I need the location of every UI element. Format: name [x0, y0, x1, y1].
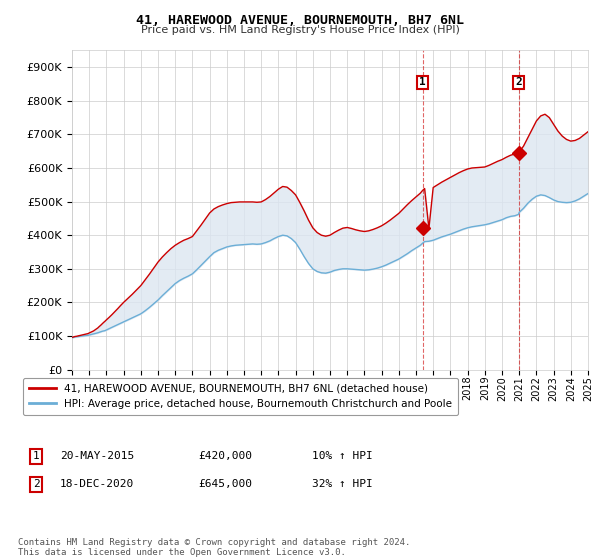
Text: Price paid vs. HM Land Registry's House Price Index (HPI): Price paid vs. HM Land Registry's House …	[140, 25, 460, 35]
Text: 18-DEC-2020: 18-DEC-2020	[60, 479, 134, 489]
Text: £645,000: £645,000	[198, 479, 252, 489]
Text: 2: 2	[32, 479, 40, 489]
Text: 2: 2	[515, 77, 522, 87]
Text: Contains HM Land Registry data © Crown copyright and database right 2024.
This d: Contains HM Land Registry data © Crown c…	[18, 538, 410, 557]
Text: 1: 1	[419, 77, 426, 87]
Legend: 41, HAREWOOD AVENUE, BOURNEMOUTH, BH7 6NL (detached house), HPI: Average price, : 41, HAREWOOD AVENUE, BOURNEMOUTH, BH7 6N…	[23, 377, 458, 416]
Text: 20-MAY-2015: 20-MAY-2015	[60, 451, 134, 461]
Text: £420,000: £420,000	[198, 451, 252, 461]
Text: 32% ↑ HPI: 32% ↑ HPI	[312, 479, 373, 489]
Text: 10% ↑ HPI: 10% ↑ HPI	[312, 451, 373, 461]
Text: 41, HAREWOOD AVENUE, BOURNEMOUTH, BH7 6NL: 41, HAREWOOD AVENUE, BOURNEMOUTH, BH7 6N…	[136, 14, 464, 27]
Text: 1: 1	[32, 451, 40, 461]
